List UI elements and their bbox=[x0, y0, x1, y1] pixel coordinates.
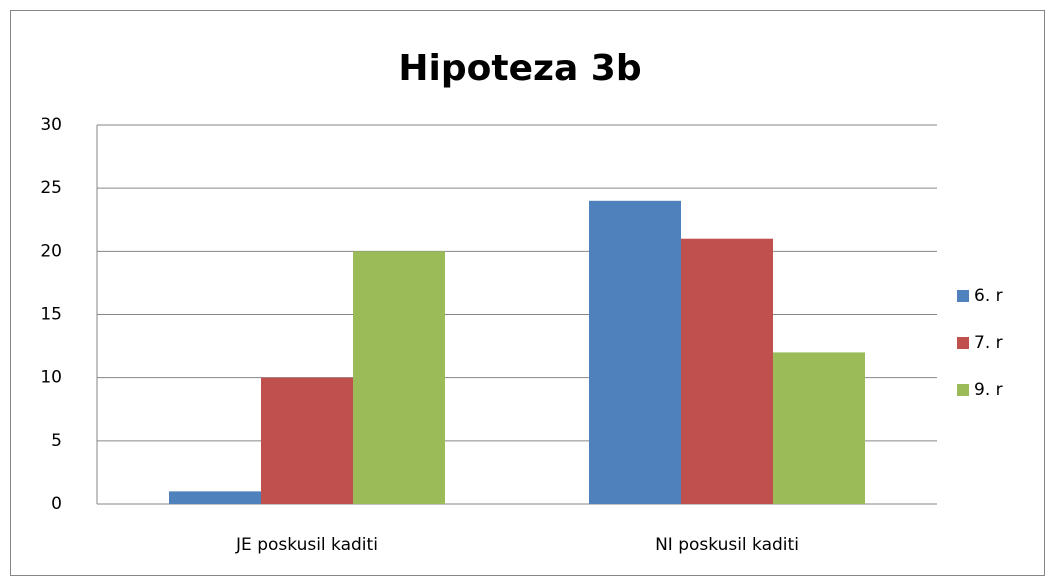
y-tick-label: 0 bbox=[51, 494, 62, 514]
y-tick-label: 15 bbox=[40, 305, 62, 325]
chart-border bbox=[10, 10, 1045, 576]
y-tick-label: 20 bbox=[40, 241, 62, 261]
legend-swatch bbox=[957, 337, 969, 349]
bar bbox=[681, 238, 773, 504]
bar bbox=[353, 251, 445, 504]
y-tick-label: 10 bbox=[40, 368, 62, 388]
legend-label: 7. r bbox=[974, 333, 1003, 353]
x-tick-label: NI poskusil kaditi bbox=[655, 535, 799, 555]
legend-swatch bbox=[957, 290, 969, 302]
legend-label: 6. r bbox=[974, 286, 1003, 306]
bar bbox=[589, 200, 681, 505]
bar bbox=[169, 491, 261, 504]
chart-title: Hipoteza 3b bbox=[398, 48, 641, 89]
y-tick-label: 5 bbox=[51, 431, 62, 451]
legend-swatch bbox=[957, 384, 969, 396]
bar bbox=[261, 377, 353, 504]
bar bbox=[773, 352, 865, 504]
x-tick-label: JE poskusil kaditi bbox=[235, 535, 378, 555]
legend-label: 9. r bbox=[974, 380, 1003, 400]
y-tick-label: 30 bbox=[40, 115, 62, 135]
y-tick-label: 25 bbox=[40, 178, 62, 198]
